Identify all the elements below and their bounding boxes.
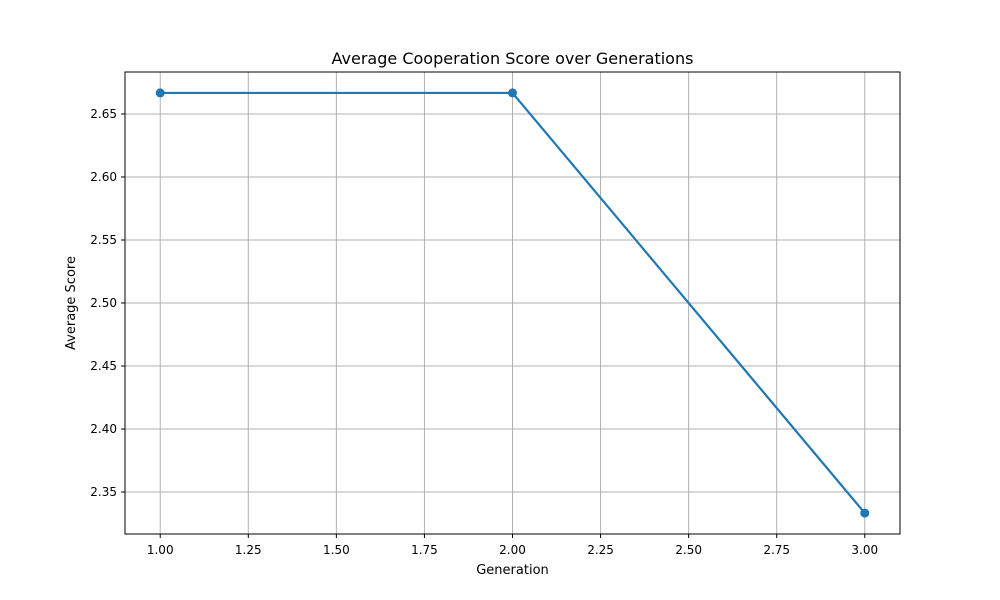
x-tick-label: 2.25 [587, 543, 614, 557]
data-point [508, 88, 517, 98]
data-point [860, 508, 870, 518]
x-tick-label: 1.25 [235, 543, 262, 557]
plot-frame [124, 71, 901, 535]
y-tick-label: 2.50 [90, 296, 117, 310]
x-tick-label: 2.50 [675, 543, 702, 557]
y-tick-label: 2.45 [90, 359, 117, 373]
x-tick-label: 1.00 [147, 543, 174, 557]
x-tick-label: 1.75 [411, 543, 438, 557]
y-tick-label: 2.55 [90, 233, 117, 247]
x-tick-label: 3.00 [851, 543, 878, 557]
data-point [155, 88, 165, 98]
x-tick-label: 2.00 [499, 543, 526, 557]
x-tick-label: 2.75 [763, 543, 790, 557]
tick-layer: 1.00 1.25 1.50 1.75 2.00 2.25 2.50 2.75 3.00 2.35… [90, 107, 878, 557]
series-layer [155, 88, 870, 518]
y-tick-label: 2.65 [90, 107, 117, 121]
y-tick-label: 2.60 [90, 170, 117, 184]
x-tick-label: 1.50 [323, 543, 350, 557]
y-tick-label: 2.35 [90, 485, 117, 499]
grid-layer [125, 72, 900, 534]
y-tick-label: 2.40 [90, 422, 117, 436]
x-axis-title: Generation [476, 563, 549, 578]
chart-title: Average Cooperation Score over Generatio… [332, 49, 694, 68]
y-axis-title: Average Score [64, 256, 79, 350]
